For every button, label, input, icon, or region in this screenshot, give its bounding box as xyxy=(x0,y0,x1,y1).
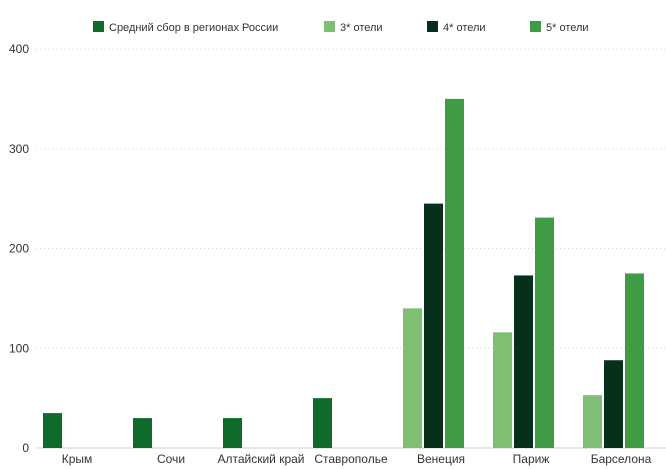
bar-0-3 xyxy=(313,398,332,448)
y-tick-label-400: 400 xyxy=(9,42,29,56)
x-tick-label-6: Барселона xyxy=(591,452,652,466)
legend-swatch-2 xyxy=(427,21,438,32)
x-tick-label-3: Ставрополье xyxy=(314,452,388,466)
bar-1-4 xyxy=(403,308,422,448)
y-tick-label-0: 0 xyxy=(22,441,29,455)
bar-1-5 xyxy=(493,332,512,448)
y-tick-label-100: 100 xyxy=(9,341,29,355)
x-tick-label-2: Алтайский край xyxy=(217,452,304,466)
bar-3-5 xyxy=(535,217,554,448)
bar-3-6 xyxy=(625,273,644,448)
x-tick-label-4: Венеция xyxy=(417,452,465,466)
bar-2-6 xyxy=(604,360,623,448)
x-tick-label-5: Париж xyxy=(513,452,550,466)
legend-label-0: Средний сбор в регионах России xyxy=(109,22,278,34)
legend-swatch-1 xyxy=(324,21,335,32)
bar-1-6 xyxy=(583,395,602,448)
bar-3-4 xyxy=(445,98,464,448)
bar-0-2 xyxy=(223,418,242,448)
legend-label-3: 5* отели xyxy=(546,22,589,34)
legend-label-1: 3* отели xyxy=(340,22,383,34)
bar-2-5 xyxy=(514,275,533,448)
y-tick-label-200: 200 xyxy=(9,242,29,256)
bar-0-0 xyxy=(43,413,62,448)
legend-swatch-3 xyxy=(530,21,541,32)
bar-2-4 xyxy=(424,203,443,448)
legend-swatch-0 xyxy=(93,21,104,32)
bar-0-1 xyxy=(133,418,152,448)
y-tick-label-300: 300 xyxy=(9,142,29,156)
legend-label-2: 4* отели xyxy=(443,22,486,34)
x-tick-label-1: Сочи xyxy=(157,452,185,466)
x-tick-label-0: Крым xyxy=(62,452,93,466)
